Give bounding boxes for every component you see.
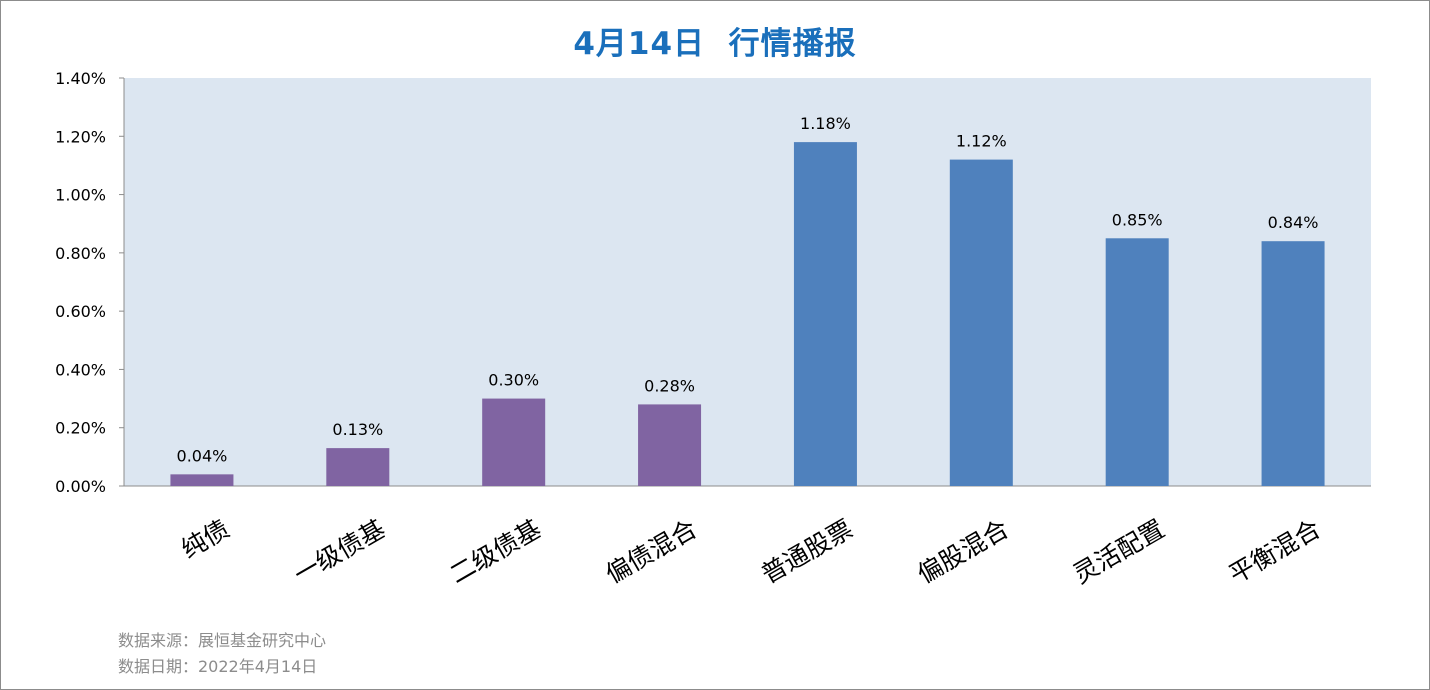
bar (1105, 238, 1169, 486)
bar (949, 159, 1013, 486)
y-tick-label: 0.80% (55, 244, 106, 263)
bar (793, 142, 857, 486)
data-label: 1.12% (956, 132, 1007, 151)
y-tick-label: 0.00% (55, 477, 106, 496)
y-tick-label: 1.40% (55, 69, 106, 88)
data-label: 0.84% (1268, 213, 1319, 232)
data-label: 0.30% (488, 371, 539, 390)
data-date-note: 数据日期：2022年4月14日 (118, 657, 318, 676)
bar (326, 448, 390, 486)
y-tick-label: 0.60% (55, 302, 106, 321)
bar (170, 474, 234, 486)
y-tick-label: 1.20% (55, 127, 106, 146)
data-label: 0.04% (177, 446, 228, 465)
x-tick-label: 平衡混合 (1224, 514, 1325, 589)
data-label: 1.18% (800, 114, 851, 133)
x-tick-label: 偏股混合 (912, 514, 1013, 589)
footer-notes: 数据来源：展恒基金研究中心 数据日期：2022年4月14日 (118, 628, 326, 680)
data-source-note: 数据来源：展恒基金研究中心 (118, 631, 327, 650)
chart-title: 4月14日 行情播报 (573, 26, 857, 62)
x-tick-label: 普通股票 (757, 514, 858, 589)
y-tick-label: 1.00% (55, 186, 106, 205)
x-tick-label: 二级债基 (445, 514, 546, 589)
bar (482, 398, 546, 486)
y-tick-label: 0.20% (55, 419, 106, 438)
x-tick-label: 偏债混合 (601, 514, 702, 589)
x-tick-label: 一级债基 (289, 514, 390, 589)
bar (638, 404, 702, 486)
x-tick-label: 纯债 (176, 514, 234, 564)
y-tick-label: 0.40% (55, 360, 106, 379)
x-tick-label: 灵活配置 (1068, 514, 1169, 589)
data-label: 0.13% (332, 420, 383, 439)
data-label: 0.28% (644, 376, 695, 395)
bar (1261, 241, 1325, 486)
data-label: 0.85% (1112, 210, 1163, 229)
plot-area (124, 78, 1371, 486)
